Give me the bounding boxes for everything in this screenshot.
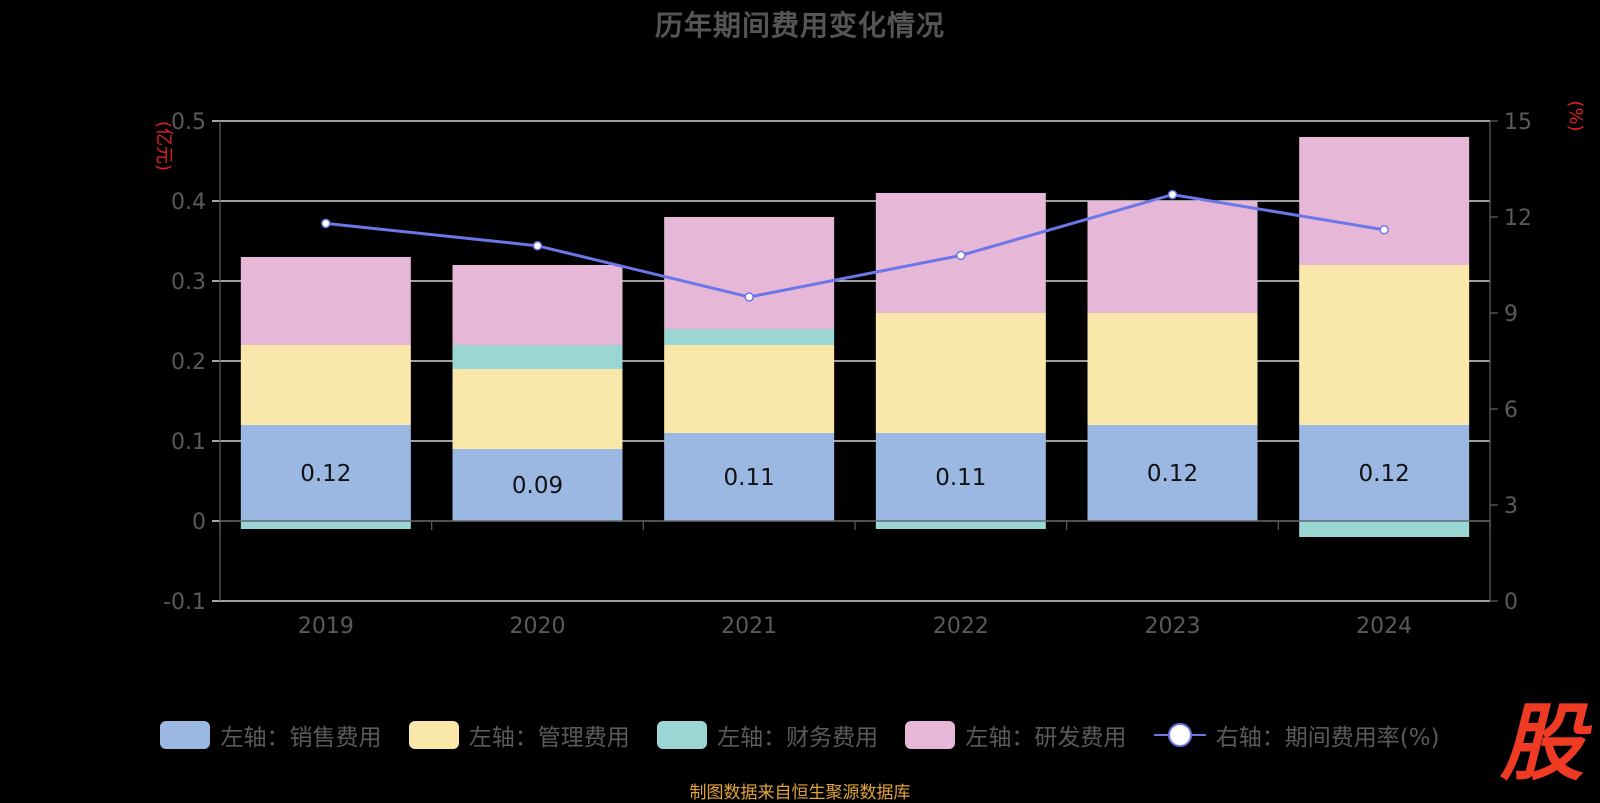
bar-admin bbox=[452, 369, 623, 449]
legend-label-sales: 左轴：销售费用 bbox=[220, 725, 382, 751]
bar-admin bbox=[1299, 265, 1470, 425]
rate-line bbox=[325, 193, 1385, 299]
data-label: 0.12 bbox=[300, 461, 351, 487]
data-label: 0.12 bbox=[1359, 461, 1410, 487]
right-tick-label: 0 bbox=[1504, 590, 1518, 615]
legend-item-admin[interactable]: 左轴：管理费用 bbox=[408, 718, 630, 752]
legend-swatch-admin bbox=[408, 721, 459, 749]
rate-point bbox=[321, 218, 331, 229]
left-tick-label: 0.2 bbox=[171, 350, 206, 375]
bar-rd bbox=[664, 217, 835, 329]
bar-sales bbox=[1087, 425, 1258, 521]
legend: 左轴：销售费用 左轴：管理费用 左轴：财务费用 左轴：研发费用 右轴：期间费用率… bbox=[0, 718, 1600, 755]
rate-point bbox=[744, 292, 754, 302]
bar-admin bbox=[664, 345, 835, 433]
legend-swatch-rd bbox=[905, 721, 956, 749]
x-tick-label: 2020 bbox=[510, 614, 566, 639]
left-tick-label: 0.3 bbox=[171, 270, 206, 295]
bar-finance bbox=[664, 329, 835, 345]
bar-sales bbox=[875, 433, 1046, 521]
legend-item-rd[interactable]: 左轴：研发费用 bbox=[905, 718, 1126, 752]
legend-label-rd: 左轴：研发费用 bbox=[965, 725, 1127, 751]
right-tick-label: 12 bbox=[1504, 206, 1532, 231]
x-tick-label: 2019 bbox=[298, 614, 354, 639]
x-tick-label: 2024 bbox=[1356, 614, 1412, 639]
bar-finance bbox=[240, 521, 411, 529]
bar-sales bbox=[1299, 425, 1470, 521]
right-tick-label: 9 bbox=[1504, 302, 1518, 327]
right-tick-label: 15 bbox=[1504, 110, 1532, 135]
legend-label-finance: 左轴：财务费用 bbox=[717, 725, 879, 751]
bar-sales bbox=[240, 425, 411, 521]
rate-point bbox=[956, 250, 966, 261]
left-axis-unit: (亿元) bbox=[153, 121, 174, 171]
bar-finance bbox=[452, 345, 623, 369]
data-label: 0.12 bbox=[1147, 461, 1198, 487]
bar-sales bbox=[664, 433, 835, 521]
data-label: 0.11 bbox=[724, 465, 775, 491]
right-tick-label: 6 bbox=[1504, 398, 1518, 423]
x-tick-label: 2021 bbox=[721, 614, 777, 639]
data-label: 0.09 bbox=[512, 473, 563, 499]
stock-logo-icon: 股 bbox=[1499, 694, 1584, 792]
legend-label-admin: 左轴：管理费用 bbox=[468, 725, 630, 751]
bar-admin bbox=[1087, 313, 1258, 425]
left-tick-label: 0.5 bbox=[171, 110, 206, 135]
right-axis-unit: (%) bbox=[1565, 100, 1586, 131]
legend-swatch-rate bbox=[1153, 721, 1206, 749]
data-source-note: 制图数据来自恒生聚源数据库 bbox=[689, 783, 911, 803]
left-tick-label: -0.1 bbox=[163, 590, 206, 615]
legend-label-rate: 右轴：期间费用率(%) bbox=[1215, 725, 1440, 751]
data-label: 0.11 bbox=[935, 465, 986, 491]
bar-rd bbox=[1299, 137, 1470, 265]
rate-point bbox=[532, 241, 543, 251]
bar-rd bbox=[452, 265, 623, 345]
legend-item-sales[interactable]: 左轴：销售费用 bbox=[160, 718, 381, 752]
bar-sales bbox=[452, 449, 623, 521]
bar-admin bbox=[875, 313, 1046, 433]
rate-point bbox=[1379, 225, 1389, 235]
x-tick-label: 2023 bbox=[1145, 614, 1201, 639]
legend-item-rate[interactable]: 右轴：期间费用率(%) bbox=[1153, 718, 1440, 752]
left-tick-label: 0.4 bbox=[171, 190, 206, 215]
x-tick-label: 2022 bbox=[933, 614, 989, 639]
bar-finance bbox=[875, 521, 1046, 529]
bar-admin bbox=[240, 345, 411, 425]
bar-finance bbox=[1299, 521, 1470, 537]
right-tick-label: 3 bbox=[1504, 494, 1518, 519]
legend-swatch-finance bbox=[657, 721, 708, 749]
bar-rd bbox=[1087, 201, 1258, 313]
left-tick-label: 0 bbox=[192, 510, 206, 535]
bar-rd bbox=[240, 257, 411, 345]
rate-point bbox=[1167, 189, 1178, 200]
chart-title: 历年期间费用变化情况 bbox=[654, 9, 945, 42]
legend-swatch-sales bbox=[160, 721, 211, 749]
left-tick-label: 0.1 bbox=[171, 430, 206, 455]
legend-item-finance[interactable]: 左轴：财务费用 bbox=[657, 718, 878, 752]
